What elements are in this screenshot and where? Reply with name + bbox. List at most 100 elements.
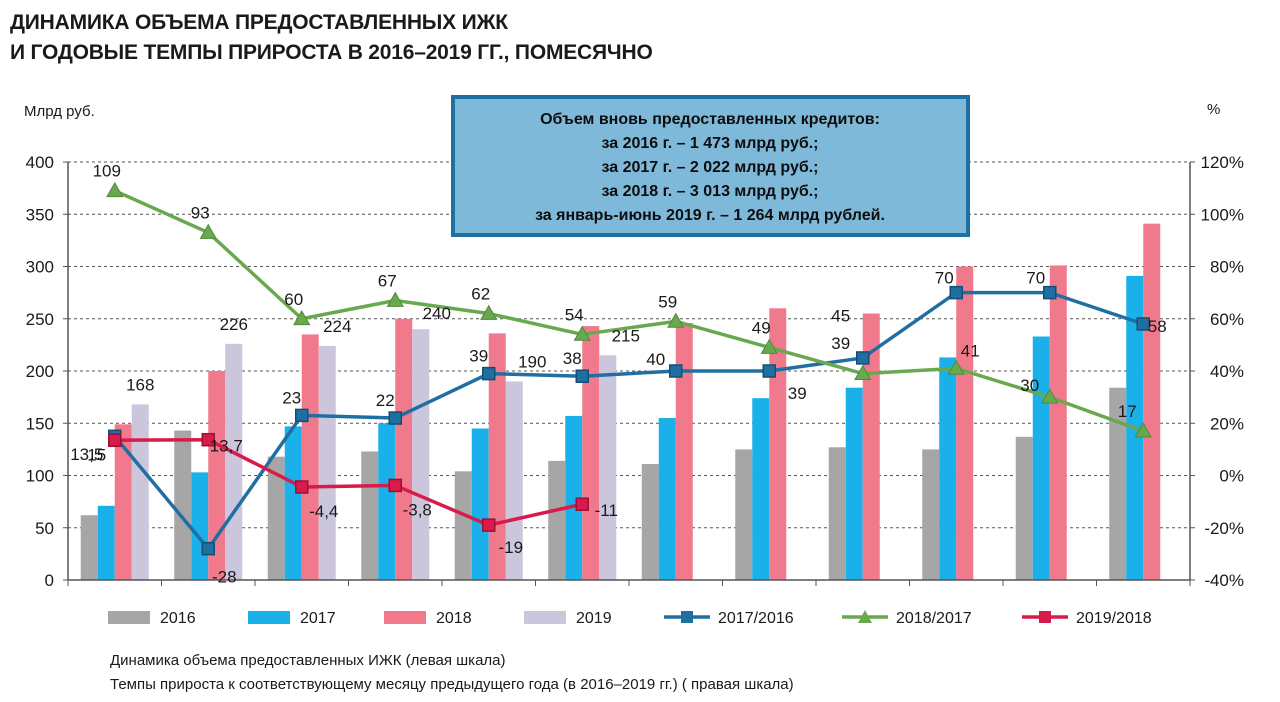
bar-2019 <box>599 355 617 580</box>
data-label-2017/2016: 70 <box>935 269 954 288</box>
marker-2019/2018 <box>108 433 122 447</box>
data-label-bar-2019: 224 <box>323 317 351 336</box>
left-tick-label: 200 <box>26 362 54 381</box>
marker-2018/2017 <box>386 291 404 307</box>
bar-2016 <box>361 451 379 580</box>
marker-2017/2016 <box>295 408 309 423</box>
info-box-line: за 2017 г. – 2 022 млрд руб.; <box>602 159 819 176</box>
data-label-2017/2016: 39 <box>788 384 807 403</box>
chart-title-line-1: ДИНАМИКА ОБЪЕМА ПРЕДОСТАВЛЕННЫХ ИЖК <box>10 11 508 34</box>
marker-2017/2016 <box>575 369 589 383</box>
legend-swatch-2019 <box>524 611 566 624</box>
marker-2018/2017 <box>1134 422 1152 438</box>
bar-2016 <box>548 460 566 580</box>
left-axis-unit: Млрд руб. <box>24 103 95 120</box>
data-label-2018/2017: 30 <box>1020 376 1039 395</box>
legend-marker-2019/2018 <box>1039 611 1051 623</box>
marker-2018/2017 <box>760 338 778 354</box>
legend-swatch-2018 <box>384 611 426 624</box>
bar-2016 <box>922 449 940 580</box>
left-tick-label: 400 <box>26 153 54 172</box>
marker-2017/2016 <box>856 351 870 365</box>
data-label-2018/2017: 62 <box>471 285 490 304</box>
line-2019/2018 <box>114 437 583 527</box>
left-tick-label: 50 <box>35 519 54 538</box>
bar-2019 <box>131 404 149 580</box>
legend-label-2019: 2019 <box>576 610 612 627</box>
marker-2017/2016 <box>482 366 496 381</box>
bar-2017 <box>845 387 863 580</box>
data-label-2019/2018: -3,8 <box>403 500 432 519</box>
data-label-2018/2017: 59 <box>658 292 677 311</box>
info-box-line: за 2018 г. – 3 013 млрд руб.; <box>602 183 819 200</box>
chart-title: ДИНАМИКА ОБЪЕМА ПРЕДОСТАВЛЕННЫХ ИЖК И ГО… <box>10 8 653 68</box>
data-label-2017/2016: -28 <box>212 568 237 587</box>
right-tick-label: 80% <box>1210 258 1244 277</box>
bar-2017 <box>565 415 583 580</box>
marker-2017/2016 <box>949 285 963 300</box>
marker-2017/2016 <box>1043 285 1057 300</box>
legend: 2016 2017 2018 2019 2017/2016 2018/2017 2019/2… <box>108 610 1152 627</box>
data-label-2019/2018: -11 <box>595 501 618 520</box>
data-label-2018/2017: 60 <box>284 290 303 309</box>
legend-label-2018/2017: 2018/2017 <box>896 610 972 627</box>
marker-2017/2016 <box>388 411 402 425</box>
bar-2018 <box>114 424 132 580</box>
data-label-2017/2016: 40 <box>646 350 665 369</box>
data-label-2017/2016: 70 <box>1026 269 1045 288</box>
bar-2018 <box>301 334 319 580</box>
bar-2018 <box>1049 265 1067 580</box>
bar-2018 <box>675 322 693 580</box>
bar-2017 <box>191 472 209 580</box>
bar-2019 <box>412 329 430 580</box>
data-label-2019/2018: 13,7 <box>210 437 243 456</box>
left-tick-label: 0 <box>45 571 54 590</box>
info-box-line: Объем вновь предоставленных кредитов: <box>540 111 880 128</box>
info-box-line: за январь-июнь 2019 г. – 1 264 млрд рубл… <box>535 207 885 224</box>
right-tick-label: -20% <box>1204 519 1244 538</box>
bar-2016 <box>80 515 98 580</box>
data-label-2018/2017: 49 <box>752 318 771 337</box>
data-label-2017/2016: 22 <box>376 391 395 410</box>
bar-2017 <box>97 505 115 580</box>
bar-2016 <box>641 464 659 580</box>
data-label-2018/2017: 41 <box>961 341 980 360</box>
right-tick-label: 20% <box>1210 414 1244 433</box>
data-label-2019/2018: -19 <box>498 538 523 557</box>
data-labels: 15 -28 23 22 39 38 40 39 39 70 70 58 109 93 60 67 62 54 59… <box>70 162 1167 587</box>
right-tick-label: 0% <box>1219 467 1244 486</box>
bar-2016 <box>174 430 192 580</box>
marker-2018/2017 <box>1041 388 1059 404</box>
marker-2017/2016 <box>201 541 215 556</box>
data-label-2017/2016: 38 <box>563 349 582 368</box>
marker-2017/2016 <box>669 364 683 378</box>
legend-marker-2017/2016 <box>681 611 693 623</box>
right-tick-label: -40% <box>1204 571 1244 590</box>
legend-label-2017: 2017 <box>300 610 336 627</box>
left-tick-label: 150 <box>26 414 54 433</box>
bar-2017 <box>378 423 396 580</box>
bar-2017 <box>752 398 770 580</box>
right-tick-label: 60% <box>1210 310 1244 329</box>
line-2017/2016 <box>113 290 1144 551</box>
left-tick-label: 350 <box>26 205 54 224</box>
bar-2018 <box>956 266 974 580</box>
data-label-2017/2016: 58 <box>1148 317 1167 336</box>
marker-2019/2018 <box>482 518 496 532</box>
right-axis-unit: % <box>1207 101 1220 118</box>
marker-2019/2018 <box>295 480 309 494</box>
marker-2019/2018 <box>201 432 215 447</box>
data-label-bar-2019: 215 <box>612 326 640 345</box>
right-tick-label: 100% <box>1201 205 1244 224</box>
marker-2018/2017 <box>199 223 217 239</box>
bar-2018 <box>582 326 600 580</box>
bar-2018 <box>395 318 413 580</box>
right-tick-label: 120% <box>1201 153 1244 172</box>
footnote-right-scale: Темпы прироста к соответствующему месяцу… <box>110 676 794 693</box>
legend-label-2018: 2018 <box>436 610 472 627</box>
marker-2018/2017 <box>667 312 685 328</box>
bar-2017 <box>939 357 957 580</box>
data-label-2019/2018: 13,5 <box>70 445 103 464</box>
bar-2016 <box>828 447 846 580</box>
